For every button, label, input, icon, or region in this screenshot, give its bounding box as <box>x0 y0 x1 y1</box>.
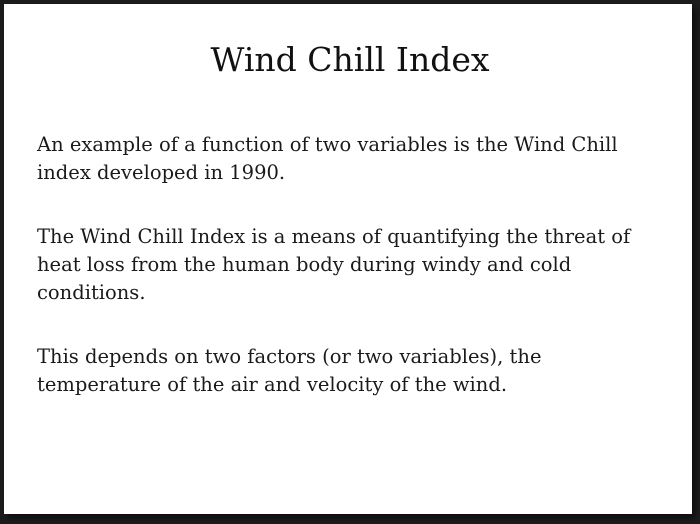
paragraph-3: This depends on two factors (or two vari… <box>37 345 542 396</box>
slide-title: Wind Chill Index <box>210 40 490 79</box>
paragraph-2: The Wind Chill Index is a means of quant… <box>37 225 631 304</box>
slide: Wind Chill Index An example of a functio… <box>4 4 692 514</box>
paragraph-1: An example of a function of two variable… <box>37 133 618 184</box>
slide-body: An example of a function of two variable… <box>37 131 667 435</box>
